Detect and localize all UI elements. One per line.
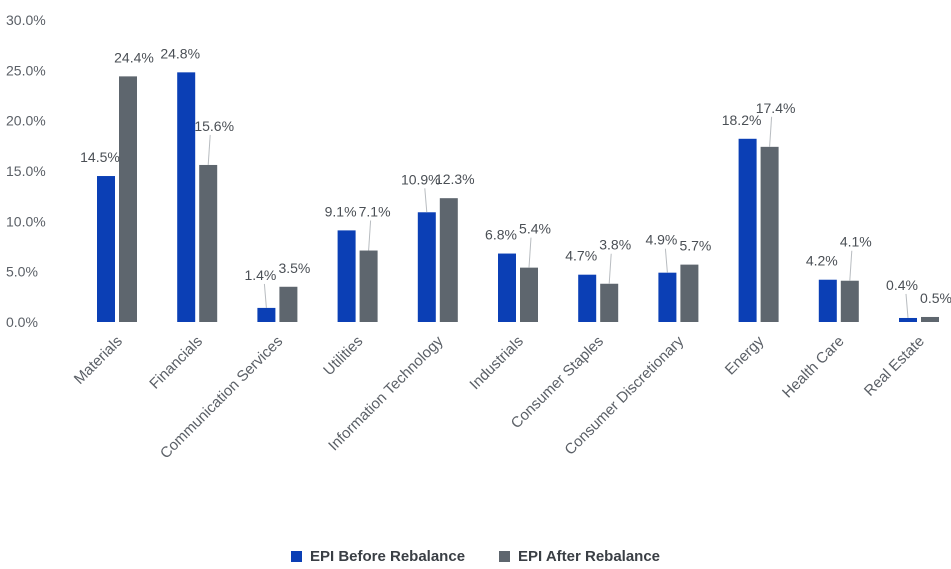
data-label-before: 6.8% <box>485 227 517 243</box>
y-tick-label: 15.0% <box>6 163 46 179</box>
data-label-after: 24.4% <box>114 49 154 65</box>
data-label-after: 17.4% <box>756 100 796 116</box>
y-axis: 0.0% 5.0% 10.0% 15.0% 20.0% 25.0% 30.0% <box>6 12 46 330</box>
legend-item-before[interactable]: EPI Before Rebalance <box>290 548 466 565</box>
bar-chart: 0.0% 5.0% 10.0% 15.0% 20.0% 25.0% 30.0% 14.5% 2… <box>6 12 951 462</box>
bar-after-rebalance[interactable] <box>439 198 458 322</box>
data-label-before: 14.5% <box>80 149 120 165</box>
bars <box>97 72 939 322</box>
bar-before-rebalance[interactable] <box>177 72 196 322</box>
leader-line-after <box>849 250 853 281</box>
bar-before-rebalance[interactable] <box>417 212 436 322</box>
bar-after-rebalance[interactable] <box>921 316 939 322</box>
data-label-before: 4.7% <box>565 248 597 264</box>
bar-before-rebalance[interactable] <box>337 230 356 322</box>
leader-line-after <box>528 237 532 268</box>
data-label-after: 4.1% <box>840 234 872 250</box>
bar-after-rebalance[interactable] <box>760 146 779 322</box>
legend-label-before: EPI Before Rebalance <box>309 548 466 565</box>
legend: EPI Before Rebalance EPI After Rebalance <box>0 548 951 565</box>
data-label-before: 18.2% <box>722 112 762 128</box>
bar-after-rebalance[interactable] <box>199 164 218 322</box>
bar-before-rebalance[interactable] <box>498 253 516 322</box>
data-label-after: 5.4% <box>519 221 551 237</box>
x-category-label: Health Care <box>779 333 848 402</box>
bar-after-rebalance[interactable] <box>359 250 378 322</box>
data-label-before: 9.1% <box>325 203 357 219</box>
data-label-after: 7.1% <box>359 204 391 220</box>
data-label-after: 15.6% <box>194 118 234 134</box>
data-label-before: 1.4% <box>244 267 276 283</box>
x-category-label: Utilities <box>320 333 366 379</box>
y-tick-label: 5.0% <box>6 264 38 280</box>
data-label-after: 3.5% <box>278 260 310 276</box>
x-category-label: Materials <box>71 333 126 388</box>
legend-label-after: EPI After Rebalance <box>518 548 661 565</box>
x-category-label: Energy <box>722 332 768 378</box>
data-label-before: 10.9% <box>401 171 441 187</box>
bar-before-rebalance[interactable] <box>818 279 837 322</box>
data-label-after: 3.8% <box>599 237 631 253</box>
legend-swatch-after <box>499 551 511 562</box>
x-category-label: Financials <box>146 333 206 393</box>
leader-line-before <box>263 283 267 308</box>
leader-line-after <box>368 220 372 251</box>
leader-line-after <box>769 116 773 147</box>
bar-after-rebalance[interactable] <box>520 267 538 322</box>
data-label-after: 0.5% <box>920 290 951 306</box>
data-label-before: 4.9% <box>645 232 677 248</box>
data-label-before: 24.8% <box>160 45 200 61</box>
bar-after-rebalance[interactable] <box>119 76 137 322</box>
y-tick-label: 30.0% <box>6 12 46 28</box>
data-label-after: 12.3% <box>435 171 475 187</box>
bar-after-rebalance[interactable] <box>840 280 859 322</box>
legend-item-after[interactable]: EPI After Rebalance <box>499 548 660 565</box>
leader-line-before <box>664 248 668 273</box>
leader-line-after <box>207 134 211 165</box>
bar-before-rebalance[interactable] <box>578 274 597 322</box>
bar-after-rebalance[interactable] <box>680 264 699 322</box>
leader-line-after <box>608 253 612 284</box>
leader-line-before <box>424 188 428 213</box>
bar-before-rebalance[interactable] <box>257 307 276 322</box>
legend-swatch-before <box>290 551 302 562</box>
bar-after-rebalance[interactable] <box>279 286 298 322</box>
x-category-label: Industrials <box>466 333 526 393</box>
y-tick-label: 20.0% <box>6 113 46 129</box>
leader-lines <box>207 116 909 319</box>
leader-line-before <box>905 293 909 319</box>
data-labels: 14.5% 24.4% 24.8% 15.6% 1.4% 3.5% 9.1% 7.1% 10.9… <box>80 45 951 306</box>
bar-before-rebalance[interactable] <box>899 317 917 322</box>
bar-before-rebalance[interactable] <box>658 272 677 322</box>
data-label-before: 0.4% <box>886 277 918 293</box>
bar-before-rebalance[interactable] <box>738 138 757 322</box>
data-label-before: 4.2% <box>806 253 838 269</box>
y-tick-label: 0.0% <box>6 314 38 330</box>
y-tick-label: 25.0% <box>6 62 46 78</box>
y-tick-label: 10.0% <box>6 213 46 229</box>
bar-after-rebalance[interactable] <box>600 283 619 322</box>
data-label-after: 5.7% <box>679 238 711 254</box>
x-category-label: Real Estate <box>861 333 928 400</box>
bar-before-rebalance[interactable] <box>97 176 115 322</box>
